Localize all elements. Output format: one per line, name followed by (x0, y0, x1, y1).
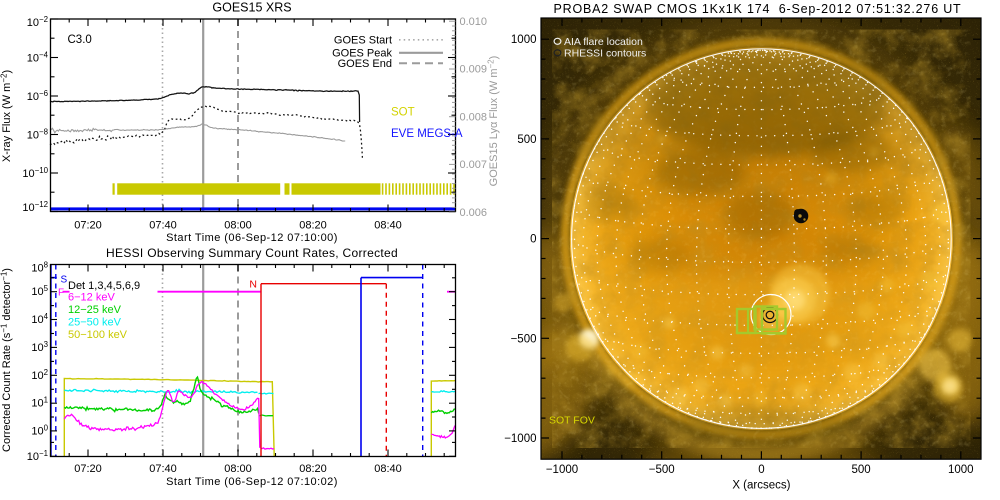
svg-text:10−2: 10−2 (27, 15, 48, 29)
svg-text:0.007: 0.007 (460, 159, 488, 171)
svg-text:105: 105 (31, 284, 48, 298)
svg-text:10−10: 10−10 (22, 166, 48, 180)
svg-text:HESSI Observing Summary Count: HESSI Observing Summary Count Rates, Cor… (106, 246, 398, 260)
svg-text:Start Time (06-Sep-12 07:10:00: Start Time (06-Sep-12 07:10:00) (166, 232, 338, 244)
svg-text:25−50 keV: 25−50 keV (68, 317, 122, 329)
svg-text:GOES End: GOES End (338, 58, 392, 70)
svg-text:0.008: 0.008 (460, 111, 488, 123)
svg-text:N: N (249, 279, 257, 291)
svg-text:SOT: SOT (391, 107, 415, 119)
svg-text:0: 0 (530, 234, 536, 246)
svg-text:−1000: −1000 (504, 433, 536, 445)
svg-text:100: 100 (31, 423, 48, 437)
svg-text:07:40: 07:40 (149, 463, 177, 475)
svg-text:12−25 keV: 12−25 keV (68, 304, 122, 316)
svg-text:07:20: 07:20 (74, 463, 102, 475)
svg-text:500: 500 (852, 464, 871, 476)
svg-text:6−12 keV: 6−12 keV (68, 292, 115, 304)
svg-text:F: F (58, 288, 64, 299)
svg-text:GOES Start: GOES Start (334, 34, 392, 46)
svg-text:GOES15 XRS: GOES15 XRS (212, 1, 291, 15)
svg-text:X-ray Flux (W m−2): X-ray Flux (W m−2) (0, 70, 13, 162)
svg-text:EVE MEGS-A: EVE MEGS-A (391, 128, 463, 140)
svg-text:−1000: −1000 (546, 464, 578, 476)
svg-text:08:00: 08:00 (224, 220, 252, 232)
svg-text:103: 103 (31, 340, 48, 354)
svg-text:07:40: 07:40 (149, 220, 177, 232)
svg-text:108: 108 (31, 261, 48, 275)
svg-text:0.006: 0.006 (460, 207, 488, 219)
svg-text:50−100 keV: 50−100 keV (68, 329, 128, 341)
svg-text:Corrected Count Rate (s−1 dete: Corrected Count Rate (s−1 detector−1) (0, 268, 13, 452)
svg-text:500: 500 (517, 134, 536, 146)
svg-text:Start Time (06-Sep-12 07:10:02: Start Time (06-Sep-12 07:10:02) (166, 476, 338, 488)
svg-text:10−8: 10−8 (27, 128, 49, 142)
svg-text:Det 1,3,4,5,6,9: Det 1,3,4,5,6,9 (68, 280, 140, 292)
svg-text:104: 104 (31, 312, 48, 326)
svg-text:10−12: 10−12 (22, 200, 48, 214)
svg-text:0: 0 (758, 464, 764, 476)
svg-text:1000: 1000 (948, 464, 974, 476)
svg-text:−500: −500 (649, 464, 675, 476)
svg-text:GOES15 Lyα Flux (W m−2): GOES15 Lyα Flux (W m−2) (487, 56, 501, 187)
svg-text:102: 102 (31, 368, 48, 382)
svg-text:GOES Peak: GOES Peak (332, 47, 392, 59)
svg-text:08:40: 08:40 (374, 220, 402, 232)
svg-text:AIA flare location: AIA flare location (564, 36, 643, 48)
svg-text:SOT FOV: SOT FOV (549, 415, 595, 427)
svg-text:PROBA2 SWAP CMOS 1Kx1K 174 6-: PROBA2 SWAP CMOS 1Kx1K 174 6-Sep-2012 07… (554, 2, 962, 16)
svg-text:10−6: 10−6 (27, 89, 49, 103)
svg-text:RHESSI contours: RHESSI contours (564, 48, 646, 60)
svg-text:0.010: 0.010 (460, 16, 488, 28)
svg-text:101: 101 (31, 396, 48, 410)
svg-text:−500: −500 (511, 333, 537, 345)
svg-text:0.009: 0.009 (460, 64, 488, 76)
svg-text:S: S (61, 275, 68, 286)
svg-text:07:20: 07:20 (74, 220, 102, 232)
svg-text:08:40: 08:40 (374, 463, 402, 475)
svg-text:10−1: 10−1 (27, 449, 48, 463)
svg-text:08:20: 08:20 (299, 463, 327, 475)
svg-text:10−4: 10−4 (27, 51, 49, 65)
svg-text:08:00: 08:00 (224, 463, 252, 475)
svg-text:1000: 1000 (511, 34, 537, 46)
svg-text:X (arcsecs): X (arcsecs) (732, 480, 790, 492)
svg-text:08:20: 08:20 (299, 220, 327, 232)
svg-text:C3.0: C3.0 (68, 34, 92, 46)
